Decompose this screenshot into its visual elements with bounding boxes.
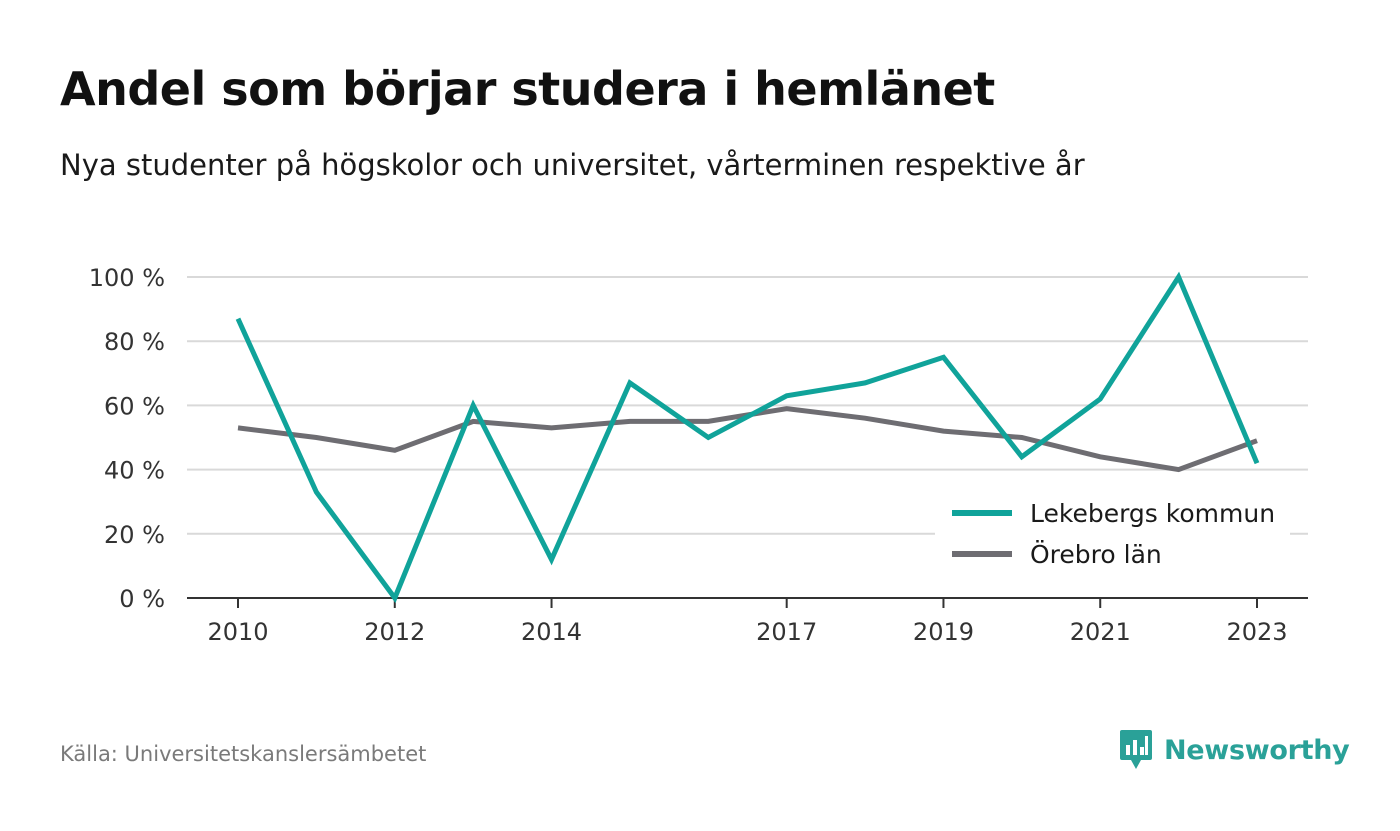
y-tick-label: 100 % [89, 264, 165, 292]
x-tick-label: 2023 [1226, 618, 1287, 646]
y-tick-label: 0 % [119, 585, 165, 613]
grid-lines [187, 276, 1308, 599]
source-note: Källa: Universitetskanslersämbetet [60, 742, 427, 766]
x-tick-label: 2012 [364, 618, 425, 646]
y-tick-label: 60 % [104, 392, 165, 420]
chart-title: Andel som börjar studera i hemlänet [60, 62, 995, 116]
x-tick-label: 2021 [1070, 618, 1131, 646]
newsworthy-logo-icon [1120, 730, 1152, 769]
legend: Lekebergs kommun Örebro län [935, 492, 1290, 580]
y-tick-label: 20 % [104, 521, 165, 549]
y-tick-label: 40 % [104, 457, 165, 485]
series-lines [235, 271, 1260, 604]
y-axis-ticks: 0 % 20 % 40 % 60 % 80 % 100 % [89, 264, 165, 613]
series-line-1 [235, 271, 1260, 604]
x-axis-ticks: 2010 2012 2014 2017 2019 2021 2023 [207, 598, 1288, 646]
brand-logo[interactable]: Newsworthy [1118, 727, 1350, 773]
legend-background [935, 492, 1290, 580]
brand-name: Newsworthy [1164, 734, 1350, 766]
line-chart: 0 %20 %40 %60 %80 %100 % 2010 2012 2014 201… [89, 264, 1308, 646]
x-tick-label: 2014 [521, 618, 582, 646]
x-tick-label: 2010 [207, 618, 268, 646]
chart-subtitle: Nya studenter på högskolor och universit… [60, 148, 1085, 182]
legend-label: Lekebergs kommun [1030, 499, 1275, 528]
y-tick-label: 80 % [104, 328, 165, 356]
legend-label: Örebro län [1030, 540, 1162, 569]
x-tick-label: 2019 [913, 618, 974, 646]
x-tick-label: 2017 [756, 618, 817, 646]
